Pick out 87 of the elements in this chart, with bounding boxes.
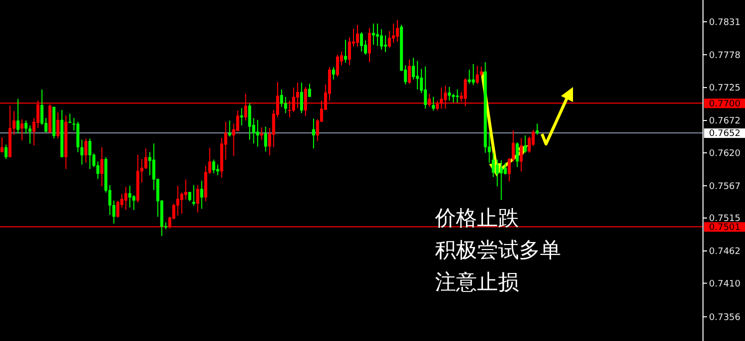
candlestick: [68, 113, 72, 124]
candlestick: [376, 23, 379, 46]
candlestick: [256, 119, 260, 148]
candlestick: [4, 144, 8, 160]
candlestick: [76, 121, 80, 153]
candlestick: [368, 27, 371, 63]
candlestick: [380, 28, 383, 50]
candlestick: [212, 159, 216, 174]
candlestick: [448, 86, 451, 102]
candlestick: [80, 139, 84, 166]
candlestick: [148, 152, 152, 176]
candlestick: [384, 34, 387, 53]
candlestick: [300, 82, 304, 114]
candlestick: [520, 137, 523, 172]
candlestick: [180, 192, 184, 214]
candlestick: [496, 159, 499, 187]
candlestick: [416, 60, 419, 90]
candlestick: [184, 179, 188, 200]
candlestick: [348, 36, 352, 66]
candlestick: [228, 120, 232, 138]
candlestick: [100, 146, 104, 187]
candlestick: [492, 152, 495, 178]
candlestick: [176, 185, 180, 216]
candlestick: [128, 185, 132, 208]
ref-line-label: 0.7501: [709, 222, 740, 233]
candlestick: [516, 142, 519, 168]
annotation: 注意止损: [435, 270, 519, 294]
candlestick: [116, 200, 120, 218]
candlestick: [280, 88, 284, 108]
candlestick: [56, 112, 60, 140]
annotation: 价格止跌: [434, 206, 519, 230]
y-tick-label: 0.7356: [709, 312, 741, 323]
y-tick-label: 0.7831: [709, 18, 740, 28]
candlestick: [0, 136, 4, 153]
candlestick: [472, 63, 475, 86]
candlestick: [24, 120, 28, 134]
candlestick: [144, 148, 148, 170]
candlestick: [20, 118, 24, 141]
ref-line-label: 0.7652: [709, 129, 740, 140]
y-tick-label: 0.7515: [709, 214, 740, 224]
candlestick: [284, 96, 288, 114]
y-tick-label: 0.7778: [709, 50, 741, 61]
candlestick: [504, 162, 507, 176]
y-tick-label: 0.7725: [709, 84, 740, 94]
candlestick: [200, 180, 204, 210]
candlestick: [356, 24, 359, 48]
candlestick: [336, 54, 340, 77]
y-tick-label: 0.7567: [709, 182, 740, 192]
candlestick: [500, 160, 503, 201]
candlestick: [476, 65, 479, 84]
candlestick: [88, 138, 92, 170]
candlestick: [388, 30, 391, 48]
candlestick: [240, 108, 244, 126]
annotation: 积极尝试多单: [435, 238, 561, 262]
candlestick: [16, 98, 20, 134]
candlestick: [424, 66, 427, 110]
candlestick: [372, 23, 375, 46]
y-tick-label: 0.7462: [709, 247, 740, 258]
candlestick: [308, 83, 312, 98]
candlestick: [248, 102, 252, 140]
candlestick: [468, 69, 471, 84]
candlestick: [84, 138, 88, 164]
candlestick: [536, 123, 539, 136]
candlestick: [260, 126, 264, 140]
candlestick: [332, 66, 336, 80]
candlestick: [408, 59, 411, 84]
candlestick: [196, 184, 200, 213]
candlestick: [524, 134, 527, 154]
y-tick-label: 0.7620: [709, 148, 741, 159]
candlestick: [344, 39, 348, 64]
candlestick: [456, 88, 459, 103]
ref-line-label: 0.7700: [709, 99, 741, 110]
candlestick: [312, 118, 316, 149]
candlestick: [360, 32, 363, 52]
candlestick: [28, 124, 32, 144]
y-tick-label: 0.7410: [709, 279, 741, 290]
candlestick: [480, 66, 483, 77]
candlestick: [412, 57, 415, 80]
candlestick: [264, 126, 268, 152]
candlestick: [132, 194, 136, 210]
candlestick: [216, 164, 220, 176]
candlestick: [124, 186, 128, 210]
candlestick: [392, 23, 395, 44]
candlestick: [432, 96, 435, 112]
y-tick-label: 0.7672: [709, 116, 740, 127]
candlestick: [236, 110, 240, 132]
candlestick: [396, 19, 399, 42]
